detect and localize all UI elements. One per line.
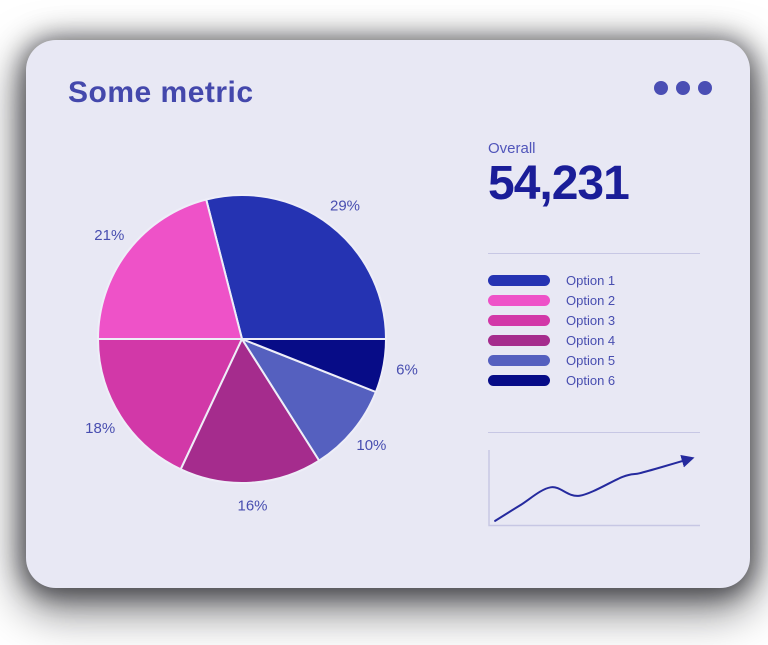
legend-swatch-icon (488, 374, 550, 386)
legend-swatch-icon (488, 354, 550, 366)
legend-item-option-4[interactable]: Option 4 (488, 330, 700, 350)
ellipsis-dot-icon (654, 81, 668, 95)
legend-swatch-icon (488, 314, 550, 326)
pie-slice-label: 18% (85, 420, 115, 437)
legend-label: Option 3 (566, 312, 616, 328)
trend-sparkline-chart (488, 450, 700, 527)
legend-swatch-icon (488, 274, 550, 286)
card-title: Some metric (68, 76, 254, 109)
legend-swatch-icon (488, 294, 550, 306)
legend-label: Option 5 (566, 352, 616, 368)
pie-slice-option-5[interactable] (241, 338, 377, 462)
pie-slice-option-2[interactable] (97, 198, 243, 340)
legend-item-option-5[interactable]: Option 5 (488, 350, 700, 370)
divider (488, 253, 700, 254)
pie-slice-option-6[interactable] (241, 338, 387, 393)
ellipsis-menu-button[interactable] (654, 80, 720, 96)
sparkline-curve (494, 454, 695, 522)
legend-label: Option 1 (566, 272, 616, 288)
pie-slice-label: 21% (94, 227, 124, 244)
ellipsis-dot-icon (698, 81, 712, 95)
pie-slice-label: 16% (237, 498, 267, 515)
legend-label: Option 2 (566, 292, 616, 308)
pie-slice-label: 6% (396, 361, 418, 378)
legend-item-option-2[interactable]: Option 2 (488, 290, 700, 310)
pie-slice-option-4[interactable] (179, 338, 321, 484)
legend-label: Option 4 (566, 332, 616, 348)
legend-swatch-icon (488, 334, 550, 346)
divider (488, 432, 700, 433)
overall-label: Overall (488, 140, 536, 157)
legend-item-option-6[interactable]: Option 6 (488, 370, 700, 390)
pie-slice-option-1[interactable] (205, 194, 387, 340)
ellipsis-dot-icon (676, 81, 690, 95)
legend-item-option-3[interactable]: Option 3 (488, 310, 700, 330)
pie-chart: 29% 21% 18% 16% 10% 6% (85, 194, 418, 515)
pie-slice-label: 10% (356, 437, 386, 454)
pie-legend: Option 1 Option 2 Option 3 Option 4 Option 5… (488, 270, 700, 390)
overall-value: 54,231 (488, 157, 630, 210)
metric-card: Some metric 29% 21% 18% 16% 10% 6% Overall 54… (26, 40, 750, 588)
legend-item-option-1[interactable]: Option 1 (488, 270, 700, 290)
legend-label: Option 6 (566, 372, 616, 388)
pie-slice-label: 29% (330, 197, 360, 214)
sparkline-axes (488, 450, 700, 527)
pie-slice-option-3[interactable] (97, 338, 243, 471)
